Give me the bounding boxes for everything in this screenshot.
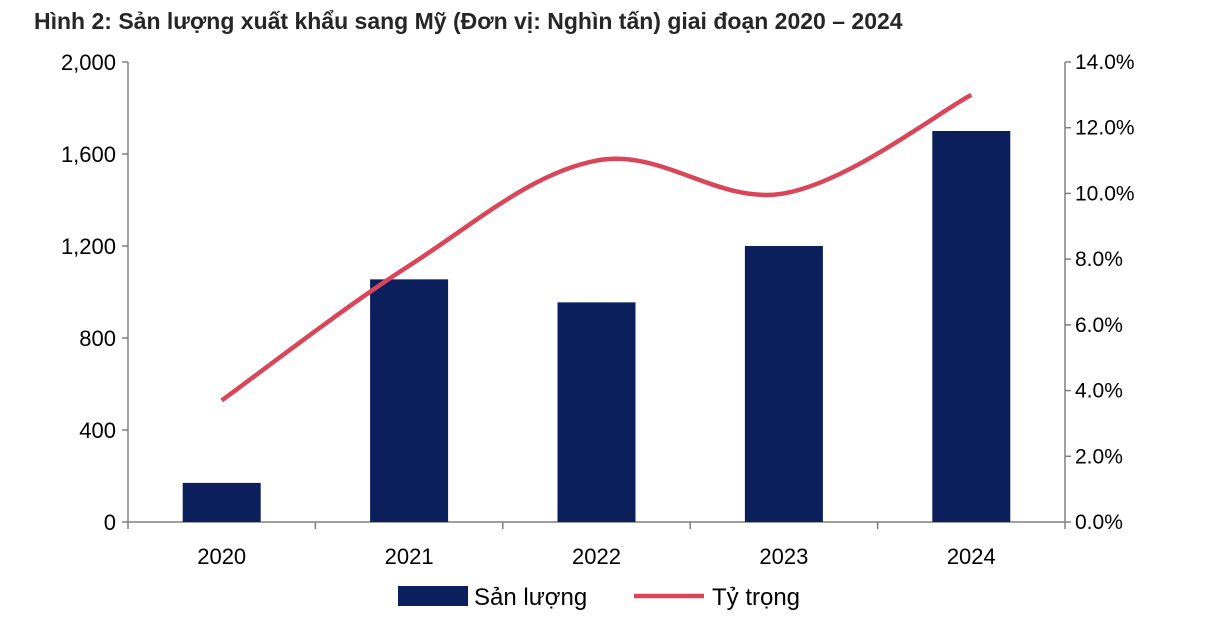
x-tick-label: 2020 (197, 544, 246, 569)
bar (932, 131, 1011, 522)
y-left-tick-label: 1,600 (61, 142, 116, 167)
x-tick-label: 2022 (572, 544, 621, 569)
y-right-tick-label: 14.0% (1075, 51, 1135, 74)
bars (182, 131, 1011, 522)
y-right-tick-label: 6.0% (1075, 314, 1123, 337)
y-left-tick-label: 400 (79, 418, 116, 443)
legend-swatch-san-luong (398, 586, 468, 606)
bar (370, 279, 449, 522)
line-series (220, 92, 973, 403)
x-tick-label: 2021 (385, 544, 434, 569)
chart-title: Hình 2: Sản lượng xuất khẩu sang Mỹ (Đơn… (34, 8, 903, 34)
y-right-tick-label: 4.0% (1075, 380, 1123, 403)
y-right-tick-label: 10.0% (1075, 182, 1135, 205)
legend: Sản lượng Tỷ trọng (398, 584, 800, 611)
bar (557, 302, 636, 522)
tick-labels: 0 400 800 1,200 1,600 2,000 0.0% 2.0% 4.0% 6.0% 8.… (61, 50, 1135, 569)
y-left-tick-label: 800 (79, 326, 116, 351)
legend-label-ty-trong: Tỷ trọng (712, 584, 800, 611)
y-right-tick-label: 2.0% (1075, 445, 1123, 468)
y-right-tick-label: 0.0% (1075, 511, 1123, 534)
bar (182, 482, 261, 522)
line-path-ty-trong (220, 92, 973, 403)
y-right-tick-label: 12.0% (1075, 117, 1135, 140)
bar (744, 246, 823, 522)
y-right-tick-label: 8.0% (1075, 248, 1123, 271)
y-left-tick-label: 0 (104, 510, 116, 535)
y-left-tick-label: 1,200 (61, 234, 116, 259)
y-left-tick-label: 2,000 (61, 50, 116, 75)
legend-label-san-luong: Sản lượng (474, 584, 587, 611)
x-tick-label: 2023 (759, 544, 808, 569)
x-tick-label: 2024 (947, 544, 996, 569)
